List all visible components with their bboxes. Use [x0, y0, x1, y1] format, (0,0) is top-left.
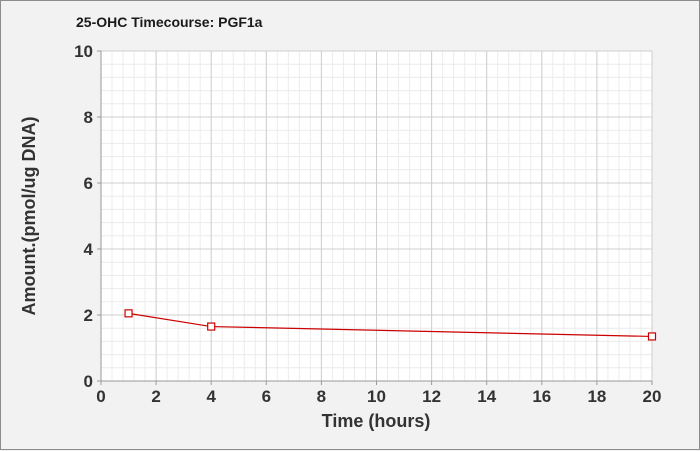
y-tick-label: 10: [74, 42, 93, 61]
x-tick-label: 6: [262, 387, 271, 406]
x-tick-label: 8: [317, 387, 326, 406]
x-tick-label: 16: [532, 387, 551, 406]
y-tick-label: 0: [84, 372, 93, 391]
y-axis-label: Amount.(pmol/ug DNA): [19, 117, 39, 316]
x-tick-label: 4: [206, 387, 216, 406]
data-point: [207, 322, 216, 331]
x-tick-label: 10: [367, 387, 386, 406]
y-tick-label: 4: [84, 240, 94, 259]
tick-labels: 0 2 4 6 8 10 12 14 16 18 20 0 2 4 6 8 10: [74, 42, 661, 406]
data-point: [647, 332, 657, 341]
series-group: [124, 309, 657, 341]
x-axis-label: Time (hours): [322, 411, 431, 431]
y-tick-label: 2: [84, 306, 93, 325]
x-tick-label: 18: [587, 387, 606, 406]
x-tick-label: 14: [477, 387, 496, 406]
chart-title: 25-OHC Timecourse: PGF1a: [76, 14, 263, 30]
data-point: [124, 309, 133, 318]
x-tick-label: 12: [422, 387, 441, 406]
y-tick-label: 6: [84, 174, 93, 193]
x-tick-label: 20: [643, 387, 662, 406]
y-tick-label: 8: [84, 108, 93, 127]
x-tick-label: 0: [96, 387, 105, 406]
x-tick-label: 2: [151, 387, 160, 406]
